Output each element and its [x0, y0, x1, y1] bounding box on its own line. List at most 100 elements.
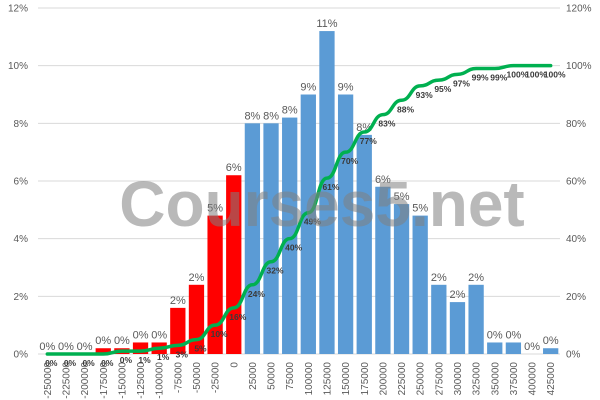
cumulative-label: 100%: [544, 70, 566, 80]
cumulative-label: 0%: [45, 358, 58, 368]
x-tick-label: 0: [229, 362, 240, 368]
bar-value-label: 2%: [431, 272, 447, 284]
bar-value-label: 9%: [300, 82, 316, 94]
cumulative-label: 83%: [378, 119, 395, 129]
bar: [337, 94, 354, 354]
bar: [449, 302, 466, 354]
bar-value-label: 0%: [505, 329, 521, 341]
bar-value-label: 5%: [207, 203, 223, 215]
bar-value-label: 11%: [316, 18, 337, 30]
x-tick-label: 25000: [248, 362, 259, 390]
y2-tick-label: 80%: [566, 119, 586, 130]
y-axis-right: 0% 20% 40% 60% 80% 100% 120%: [566, 4, 592, 361]
watermark: Courses5.net: [119, 168, 524, 240]
bar-value-label: 6%: [375, 174, 391, 186]
x-tick-label: -50000: [192, 362, 203, 394]
bar-value-label: 0%: [133, 329, 149, 341]
cumulative-label: 70%: [341, 156, 358, 166]
y2-tick-label: 0%: [566, 350, 581, 361]
y2-tick-label: 100%: [566, 61, 592, 72]
y-tick-label: 10%: [8, 61, 28, 72]
bar: [543, 348, 559, 354]
bar: [95, 348, 111, 354]
cumulative-label: 99%: [490, 73, 507, 83]
bar: [132, 342, 149, 354]
bar: [468, 284, 484, 354]
cumulative-label: 3%: [176, 349, 189, 359]
y-tick-label: 6%: [14, 177, 29, 188]
bar: [170, 307, 186, 354]
cumulative-label: 40%: [285, 243, 302, 253]
cumulative-curve: [45, 63, 553, 356]
y-axis-left: 0% 2% 4% 6% 8% 10% 12%: [8, 4, 28, 361]
cumulative-label: 100%: [507, 70, 529, 80]
bar: [505, 342, 522, 354]
cumulative-label: 49%: [304, 217, 321, 227]
x-tick-label: 325000: [472, 362, 483, 396]
bar: [300, 94, 316, 354]
bar-value-label: 0%: [39, 341, 55, 353]
cumulative-label: 0%: [64, 358, 77, 368]
bar-value-label: 2%: [468, 272, 484, 284]
x-tick-label: 350000: [490, 362, 501, 396]
bar-value-label: 8%: [282, 105, 298, 117]
cumulative-label: 1%: [138, 355, 151, 365]
bar: [431, 284, 447, 354]
gridlines: [38, 7, 560, 355]
x-tick-label: 75000: [285, 362, 296, 390]
cumulative-label: 0%: [101, 358, 114, 368]
cumulative-label: 88%: [397, 104, 414, 114]
x-tick-label: 250000: [416, 362, 427, 396]
cumulative-label: 1%: [157, 352, 170, 362]
cumulative-label: 77%: [360, 136, 377, 146]
bar: [412, 215, 428, 354]
x-tick-label: -200000: [80, 362, 91, 399]
bar: [263, 123, 279, 354]
bar-value-label: 0%: [95, 335, 111, 347]
y-tick-label: 8%: [14, 119, 29, 130]
y-tick-label: 4%: [14, 234, 29, 245]
cumulative-label: 0%: [120, 355, 133, 365]
bar: [244, 123, 261, 354]
bar: [487, 342, 503, 354]
bar-value-labels: 0% 0% 0% 0% 0% 0% 0%2%2%5%6%8% 8% 8%9%11%9%8%6%5…: [39, 18, 558, 353]
x-tick-label: 400000: [528, 362, 539, 396]
bar-value-label: 5%: [394, 191, 410, 203]
cumulative-label: 100%: [525, 70, 547, 80]
bar-value-label: 2%: [189, 272, 205, 284]
x-tick-label: 375000: [509, 362, 520, 396]
cumulative-label: 97%: [453, 78, 470, 88]
x-tick-label: -125000: [136, 362, 147, 399]
cumulative-label: 95%: [434, 84, 451, 94]
cumulative-label: 61%: [322, 182, 339, 192]
x-tick-label: 425000: [546, 362, 557, 396]
x-tick-label: -75000: [173, 362, 184, 394]
x-tick-label: -175000: [99, 362, 110, 399]
x-tick-label: 300000: [453, 362, 464, 396]
cumulative-label: 16%: [229, 312, 246, 322]
bar: [282, 117, 298, 354]
y-tick-label: 0%: [14, 350, 29, 361]
x-tick-label: -225000: [61, 362, 72, 399]
y2-tick-label: 120%: [566, 4, 592, 15]
cumulative-label: 10%: [211, 329, 228, 339]
y2-tick-label: 40%: [566, 234, 586, 245]
y-tick-label: 12%: [8, 4, 28, 15]
bar-value-label: 5%: [412, 203, 428, 215]
x-tick-label: -150000: [117, 362, 128, 399]
bar-value-label: 0%: [543, 335, 559, 347]
x-tick-label: 100000: [304, 362, 315, 396]
bar-value-label: 0%: [114, 335, 130, 347]
bar-value-label: 8%: [244, 110, 260, 122]
x-tick-label: 200000: [378, 362, 389, 396]
bar: [207, 215, 223, 354]
cumulative-label: 0%: [82, 358, 95, 368]
x-tick-label: 175000: [360, 362, 371, 396]
x-axis: -250000 -225000 -200000 -175000 -150000 -1250…: [43, 362, 557, 399]
cumulative-line: [45, 63, 553, 356]
x-tick-label: 275000: [434, 362, 445, 396]
cumulative-label: 24%: [248, 289, 265, 299]
bar: [319, 31, 335, 355]
